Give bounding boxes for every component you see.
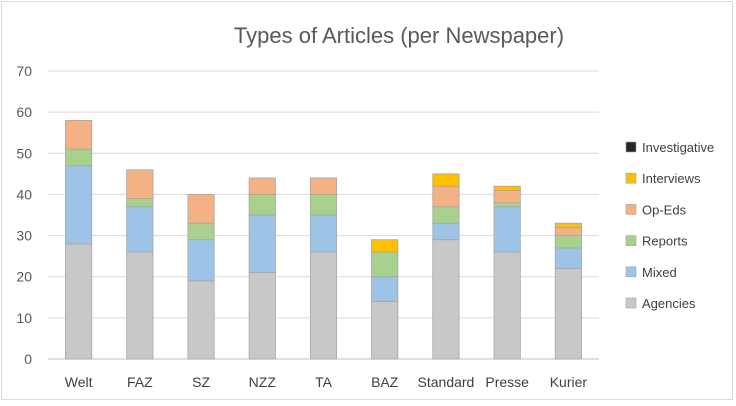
y-tick-label: 20 [16,269,32,285]
bar-segment-reports [248,194,276,216]
bar-segment-interviews [554,222,582,228]
chart-title: Types of Articles (per Newspaper) [234,23,564,48]
bar-segment-op-eds [126,169,154,199]
bar-segment-interviews [432,173,460,187]
bars [65,119,582,360]
x-tick-label: SZ [192,374,210,390]
y-tick-label: 60 [16,104,32,120]
x-axis: Welt FAZ SZ NZZ TA BAZ Standard Presse Kurier [65,374,588,390]
bar-segment-mixed [493,206,521,253]
bar-segment-op-eds [187,194,215,224]
bar-segment-mixed [187,239,215,282]
bar-segment-op-eds [248,177,276,195]
legend-label: Interviews [642,171,701,186]
legend-swatch [625,297,637,309]
legend-swatch [625,235,637,246]
bar-segment-agencies [248,272,276,360]
bar-segment-agencies [493,251,521,360]
bar-segment-interviews [371,239,399,253]
legend-label: Investigative [642,140,714,155]
bar-segment-op-eds [554,226,582,236]
legend-swatch [625,172,637,184]
legend-label: Mixed [642,265,677,280]
bar-segment-reports [65,148,93,167]
y-axis: 0 10 20 30 40 50 60 70 [16,63,32,367]
bar-segment-agencies [187,280,215,360]
bar-segment-agencies [65,243,93,360]
y-tick-label: 50 [16,145,32,161]
y-tick-label: 0 [24,351,32,367]
x-tick-label: Standard [418,374,475,390]
legend-swatch [625,266,637,278]
x-tick-label: Presse [485,374,529,390]
bar-segment-mixed [65,165,93,245]
bar-segment-agencies [126,251,154,360]
bar-segment-op-eds [493,189,521,204]
bar-segment-op-eds [432,185,460,208]
bar-segment-interviews [493,185,521,191]
x-tick-label: Welt [65,374,93,390]
y-tick-label: 30 [16,228,32,244]
legend: Investigative Interviews Op-Eds Reports Mixe… [625,140,714,311]
legend-label: Op-Eds [642,202,687,217]
bar-segment-mixed [432,222,460,241]
x-tick-label: NZZ [249,374,277,390]
bar-segment-agencies [432,239,460,360]
bar-segment-mixed [554,247,582,269]
bar-segment-reports [432,206,460,224]
x-tick-label: TA [315,374,333,390]
bar-segment-op-eds [309,177,338,195]
bar-segment-agencies [554,268,582,360]
bar-segment-mixed [248,214,276,273]
bar-segment-op-eds [65,119,93,150]
y-tick-label: 40 [16,186,32,202]
stacked-bar-chart: Types of Articles (per Newspaper) 0 10 20 3… [16,23,714,390]
bar-segment-reports [187,222,215,241]
bar-segment-mixed [371,276,399,302]
x-tick-label: FAZ [127,374,153,390]
legend-swatch [625,204,637,215]
bar-segment-reports [554,235,582,249]
x-tick-label: BAZ [371,374,399,390]
bar-segment-mixed [126,206,154,253]
bar-segment-agencies [309,251,338,360]
bar-segment-mixed [309,214,338,253]
bar-segment-reports [126,198,154,208]
bar-segment-agencies [371,300,399,360]
legend-label: Agencies [642,296,696,311]
bar-segment-reports [309,194,338,216]
chart-frame: Types of Articles (per Newspaper) 0 10 20 3… [1,1,733,400]
bar-segment-reports [371,251,399,278]
legend-swatch [625,141,637,153]
bar-segment-reports [493,202,521,208]
legend-label: Reports [642,234,688,249]
y-tick-label: 10 [16,310,32,326]
x-tick-label: Kurier [550,374,588,390]
y-tick-label: 70 [16,63,32,79]
